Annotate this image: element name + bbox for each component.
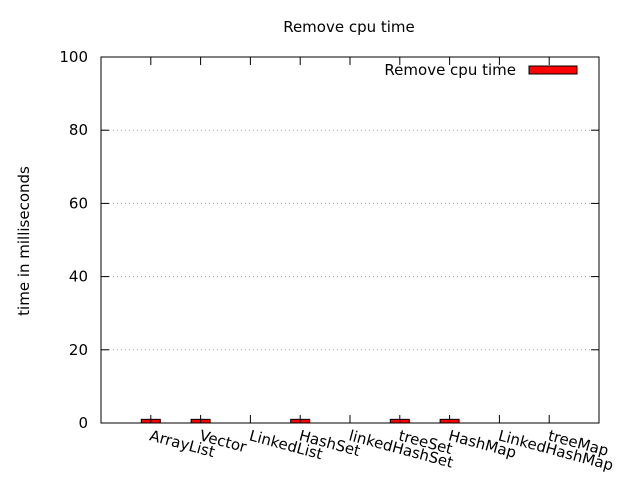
y-axis-label: time in milliseconds	[15, 166, 33, 316]
y-tick-label: 40	[69, 268, 88, 286]
legend-label: Remove cpu time	[384, 61, 516, 79]
y-tick-label: 80	[69, 121, 88, 139]
chart-title: Remove cpu time	[283, 18, 415, 36]
y-tick-label: 100	[59, 48, 88, 66]
legend: Remove cpu time	[384, 61, 578, 79]
gridlines	[101, 129, 599, 351]
plot-frame	[100, 56, 600, 424]
y-tick-label: 60	[69, 194, 88, 212]
y-axis-ticks: 0 20 40 60 80 100	[59, 48, 599, 432]
y-tick-label: 0	[78, 414, 88, 432]
legend-swatch	[528, 65, 578, 75]
x-axis-ticks: ArrayListVectorLinkedListHashSetlinkedHa…	[148, 57, 615, 475]
y-tick-label: 20	[69, 341, 88, 359]
